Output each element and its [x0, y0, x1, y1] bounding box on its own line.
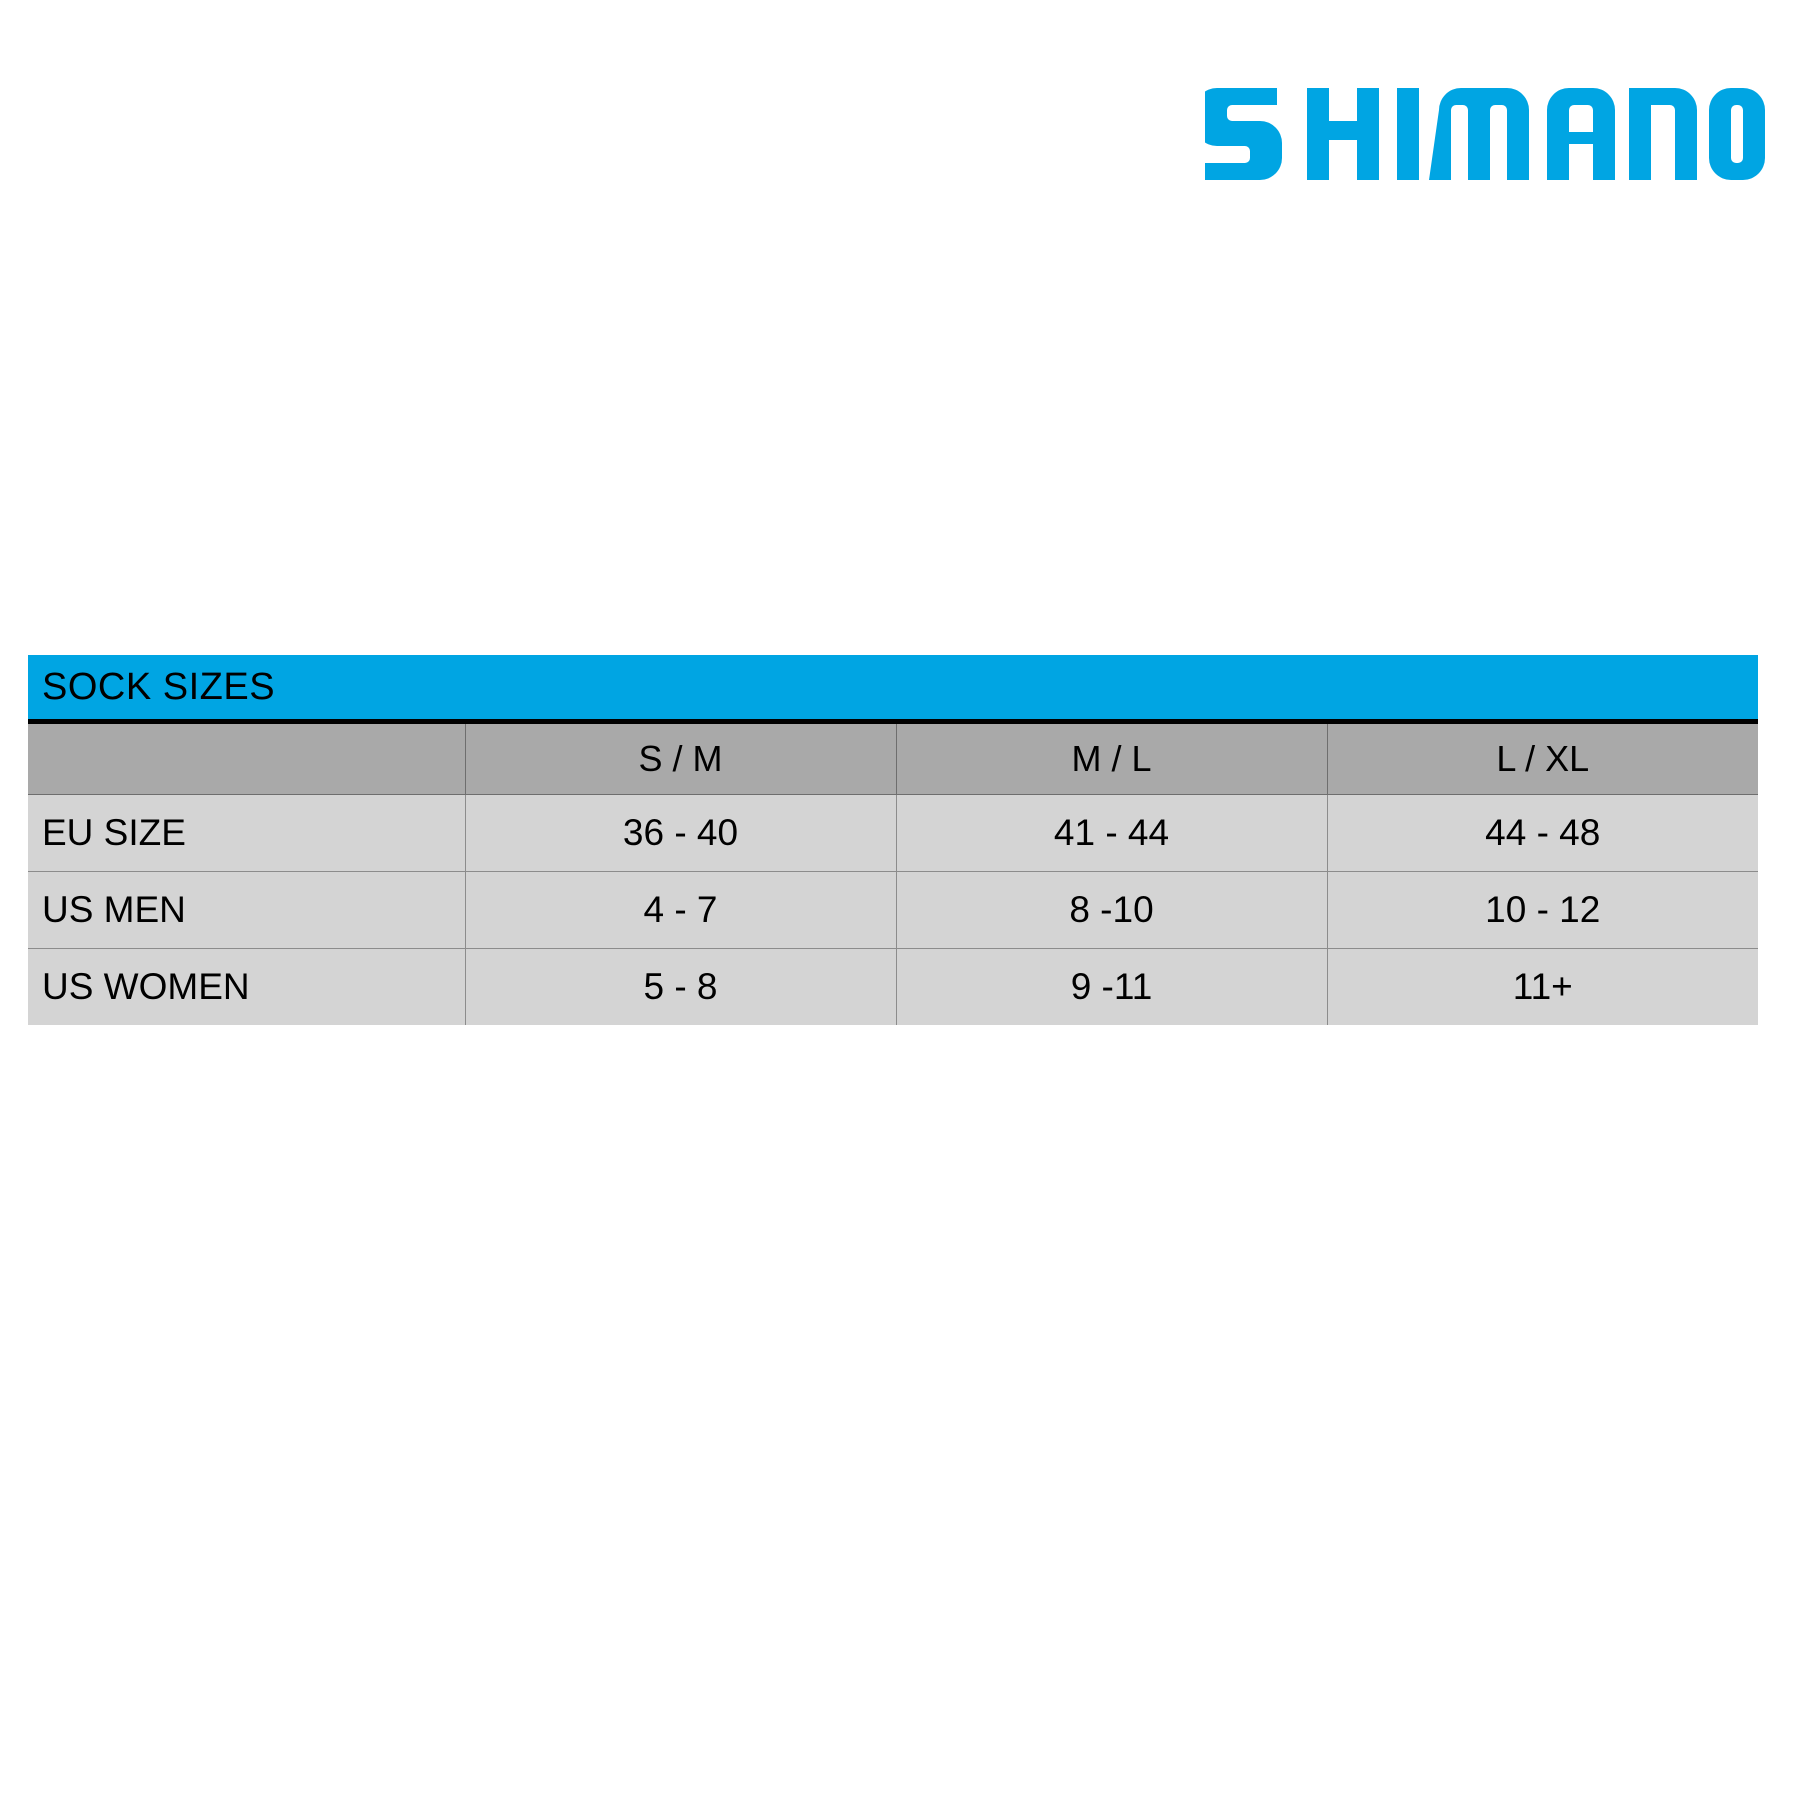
cell-eu-size-ml: 41 - 44: [895, 794, 1328, 872]
shimano-wordmark-logo: [1205, 88, 1765, 180]
cell-us-women-lxl: 11+: [1326, 948, 1758, 1025]
table-row-us-women: US WOMEN 5 - 8 9 -11 11+: [28, 948, 1758, 1025]
column-header-rowlabel: [28, 721, 466, 795]
cell-eu-size-sm: 36 - 40: [464, 794, 897, 872]
table-column-headers: S / M M / L L / XL: [28, 721, 1758, 795]
cell-eu-size-lxl: 44 - 48: [1326, 794, 1758, 872]
row-label-eu-size: EU SIZE: [28, 794, 466, 872]
cell-us-men-lxl: 10 - 12: [1326, 871, 1758, 949]
table-row-eu-size: EU SIZE 36 - 40 41 - 44 44 - 48: [28, 794, 1758, 872]
column-header-lxl: L / XL: [1326, 721, 1758, 795]
cell-us-men-ml: 8 -10: [895, 871, 1328, 949]
table-banner: SOCK SIZES: [28, 655, 1758, 724]
column-header-ml: M / L: [895, 721, 1328, 795]
column-header-sm: S / M: [464, 721, 897, 795]
row-label-us-women: US WOMEN: [28, 948, 466, 1025]
row-label-us-men: US MEN: [28, 871, 466, 949]
sock-size-chart-table: SOCK SIZES S / M M / L L / XL EU SIZE 36…: [28, 655, 1758, 1025]
cell-us-women-ml: 9 -11: [895, 948, 1328, 1025]
table-row-us-men: US MEN 4 - 7 8 -10 10 - 12: [28, 871, 1758, 949]
cell-us-men-sm: 4 - 7: [464, 871, 897, 949]
table-body: EU SIZE 36 - 40 41 - 44 44 - 48 US MEN 4…: [28, 794, 1758, 1025]
size-chart-title: SOCK SIZES: [28, 655, 1758, 724]
cell-us-women-sm: 5 - 8: [464, 948, 897, 1025]
